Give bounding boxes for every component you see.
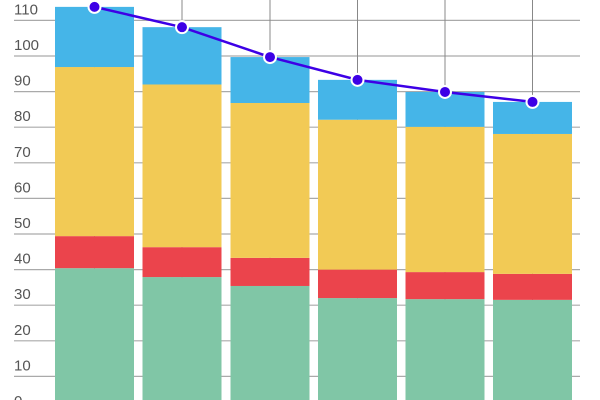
bar-segment-0: [230, 285, 310, 400]
bar-segment-1: [405, 272, 485, 300]
line-point: [350, 72, 365, 87]
bar-segment-2: [405, 126, 485, 273]
line-point: [175, 20, 189, 35]
line-point: [87, 0, 102, 14]
y-tick-label: 20: [14, 322, 31, 339]
line-point: [263, 50, 277, 65]
y-tick-label: 60: [14, 179, 31, 196]
y-tick-label: 70: [14, 144, 31, 161]
bar-segment-0: [318, 298, 397, 400]
bar-segment-0: [142, 277, 222, 400]
bar-segment-1: [142, 247, 222, 278]
bar-segment-0: [493, 299, 572, 400]
line-point: [438, 84, 452, 99]
bar-segment-2: [230, 102, 310, 258]
y-tick-label: 0: [14, 393, 22, 400]
bar-segment-2: [318, 119, 397, 270]
bar-segment-1: [318, 269, 397, 299]
bar-segment-3: [55, 6, 134, 68]
bar-segment-0: [55, 268, 134, 400]
y-tick-label: 80: [14, 108, 31, 125]
y-tick-label: 10: [14, 357, 31, 374]
y-tick-label: 50: [14, 215, 31, 232]
bar-segment-1: [55, 236, 134, 269]
y-tick-label: 90: [14, 73, 31, 90]
bar-segment-2: [142, 84, 222, 248]
bar-segment-0: [405, 299, 485, 400]
bar-segment-1: [493, 273, 572, 300]
line-series: [94, 5, 533, 104]
y-tick-label: 100: [14, 37, 39, 54]
y-tick-label: 40: [14, 251, 31, 268]
y-tick-label: 110: [14, 1, 38, 18]
line-point: [525, 94, 540, 109]
bar-segment-2: [493, 133, 572, 274]
y-tick-label: 30: [14, 286, 31, 303]
bar-segment-1: [230, 257, 310, 286]
bar-segment-2: [55, 67, 134, 237]
